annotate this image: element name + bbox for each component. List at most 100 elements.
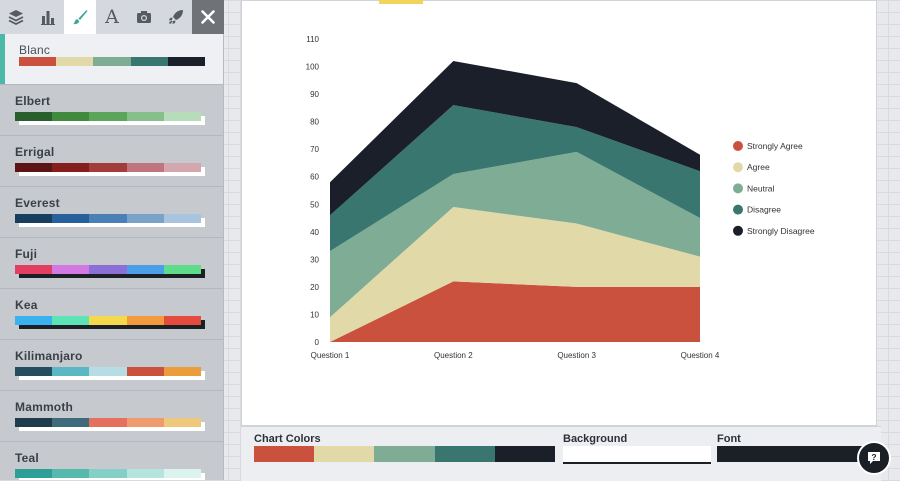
chart-colors-picker[interactable] bbox=[254, 446, 556, 462]
chart-color-swatch[interactable] bbox=[494, 446, 556, 462]
color-swatch bbox=[52, 469, 90, 478]
legend-item[interactable]: Neutral bbox=[733, 183, 775, 194]
rocket-icon bbox=[168, 10, 183, 25]
area-series-strongly-disagree[interactable] bbox=[330, 61, 700, 216]
palette-name: Blanc bbox=[19, 43, 51, 57]
color-swatch bbox=[15, 418, 53, 427]
palette-name: Everest bbox=[15, 196, 60, 210]
color-swatch bbox=[163, 316, 202, 325]
font-label: Font bbox=[717, 433, 741, 445]
palette-swatches bbox=[15, 265, 205, 278]
color-swatch bbox=[15, 367, 53, 376]
legend-item[interactable]: Strongly Agree bbox=[733, 141, 803, 151]
paintbrush-icon bbox=[73, 10, 88, 25]
color-swatch bbox=[89, 163, 127, 172]
color-swatch bbox=[163, 367, 202, 376]
camera-icon bbox=[137, 11, 151, 23]
color-swatch bbox=[163, 469, 202, 478]
legend-item[interactable]: Strongly Disagree bbox=[733, 225, 815, 236]
help-icon: ? bbox=[868, 452, 880, 464]
palette-everest[interactable]: Everest bbox=[0, 187, 223, 238]
palette-blanc[interactable]: Blanc bbox=[0, 34, 223, 85]
tool-layers[interactable] bbox=[0, 0, 32, 34]
palette-teal[interactable]: Teal bbox=[0, 442, 223, 480]
color-swatch bbox=[93, 57, 131, 66]
color-swatch bbox=[163, 214, 202, 223]
help-button[interactable]: ? bbox=[857, 441, 891, 475]
y-tick-label: 40 bbox=[310, 228, 319, 237]
color-swatch bbox=[126, 112, 164, 121]
color-swatch bbox=[15, 265, 53, 274]
background-color-swatch[interactable] bbox=[563, 446, 711, 464]
x-tick-label: Question 3 bbox=[557, 351, 596, 360]
close-button[interactable] bbox=[192, 0, 224, 34]
area-series-disagree[interactable] bbox=[330, 105, 700, 252]
chart-color-swatch[interactable] bbox=[314, 446, 375, 462]
color-swatch bbox=[126, 265, 164, 274]
color-swatch bbox=[126, 469, 164, 478]
color-swatch bbox=[52, 367, 90, 376]
y-tick-label: 110 bbox=[306, 35, 319, 44]
chart-card: 0 10 20 30 40 50 60 70 80 90 100 110 Question 1 Quest… bbox=[241, 0, 877, 426]
layers-icon bbox=[8, 10, 24, 25]
y-tick-label: 70 bbox=[310, 145, 319, 154]
legend-label: Disagree bbox=[747, 205, 781, 215]
y-tick-label: 90 bbox=[310, 90, 319, 99]
y-tick-label: 80 bbox=[310, 118, 319, 127]
tool-design[interactable] bbox=[64, 0, 96, 34]
color-swatch bbox=[52, 418, 90, 427]
chart-color-swatch[interactable] bbox=[374, 446, 435, 462]
legend-item[interactable]: Disagree bbox=[733, 204, 781, 215]
legend-item[interactable]: Agree bbox=[733, 162, 770, 173]
legend-label: Neutral bbox=[747, 183, 775, 193]
y-tick-label: 20 bbox=[310, 283, 319, 292]
color-swatch bbox=[163, 265, 202, 274]
tool-publish[interactable] bbox=[160, 0, 192, 34]
palette-errigal[interactable]: Errigal bbox=[0, 136, 223, 187]
y-tick-label: 30 bbox=[310, 255, 319, 264]
palette-swatches bbox=[15, 214, 205, 227]
color-swatch bbox=[130, 57, 168, 66]
color-swatch bbox=[126, 418, 164, 427]
legend-marker bbox=[733, 162, 743, 173]
legend-label: Strongly Disagree bbox=[747, 226, 815, 236]
color-swatch bbox=[89, 265, 127, 274]
area-series-agree[interactable] bbox=[330, 207, 700, 342]
y-tick-label: 50 bbox=[310, 200, 319, 209]
color-swatch bbox=[56, 57, 94, 66]
color-swatch bbox=[89, 112, 127, 121]
background-label: Background bbox=[563, 433, 628, 445]
color-swatch bbox=[52, 265, 90, 274]
chart-color-swatch[interactable] bbox=[254, 446, 315, 462]
x-tick-label: Question 4 bbox=[681, 351, 720, 360]
legend-marker bbox=[733, 225, 743, 236]
palette-kilimanjaro[interactable]: Kilimanjaro bbox=[0, 340, 223, 391]
chart-color-swatch[interactable] bbox=[434, 446, 495, 462]
palette-fuji[interactable]: Fuji bbox=[0, 238, 223, 289]
chart-colors-label: Chart Colors bbox=[254, 433, 321, 445]
color-swatch bbox=[89, 469, 127, 478]
palette-elbert[interactable]: Elbert bbox=[0, 85, 223, 136]
x-tick-label: Question 1 bbox=[311, 351, 350, 360]
tool-chart-type[interactable] bbox=[32, 0, 64, 34]
palette-name: Mammoth bbox=[15, 400, 74, 414]
color-swatch bbox=[163, 163, 202, 172]
area-chart: 0 10 20 30 40 50 60 70 80 90 100 110 Question 1 Quest… bbox=[306, 35, 815, 360]
y-tick-label: 100 bbox=[306, 63, 320, 72]
color-swatch bbox=[89, 214, 127, 223]
color-swatch bbox=[15, 112, 53, 121]
palette-kea[interactable]: Kea bbox=[0, 289, 223, 340]
color-swatch bbox=[89, 316, 127, 325]
palette-name: Kea bbox=[15, 298, 38, 312]
tool-image[interactable] bbox=[128, 0, 160, 34]
color-swatch bbox=[89, 418, 127, 427]
tool-text[interactable]: A bbox=[96, 0, 128, 34]
area-series-strongly-agree[interactable] bbox=[330, 281, 700, 342]
svg-text:?: ? bbox=[871, 452, 876, 462]
color-swatch bbox=[163, 112, 202, 121]
y-tick-label: 10 bbox=[310, 310, 319, 319]
palette-mammoth[interactable]: Mammoth bbox=[0, 391, 223, 442]
close-icon bbox=[201, 10, 215, 24]
font-color-swatch[interactable] bbox=[717, 446, 881, 462]
palette-swatches bbox=[15, 316, 205, 329]
